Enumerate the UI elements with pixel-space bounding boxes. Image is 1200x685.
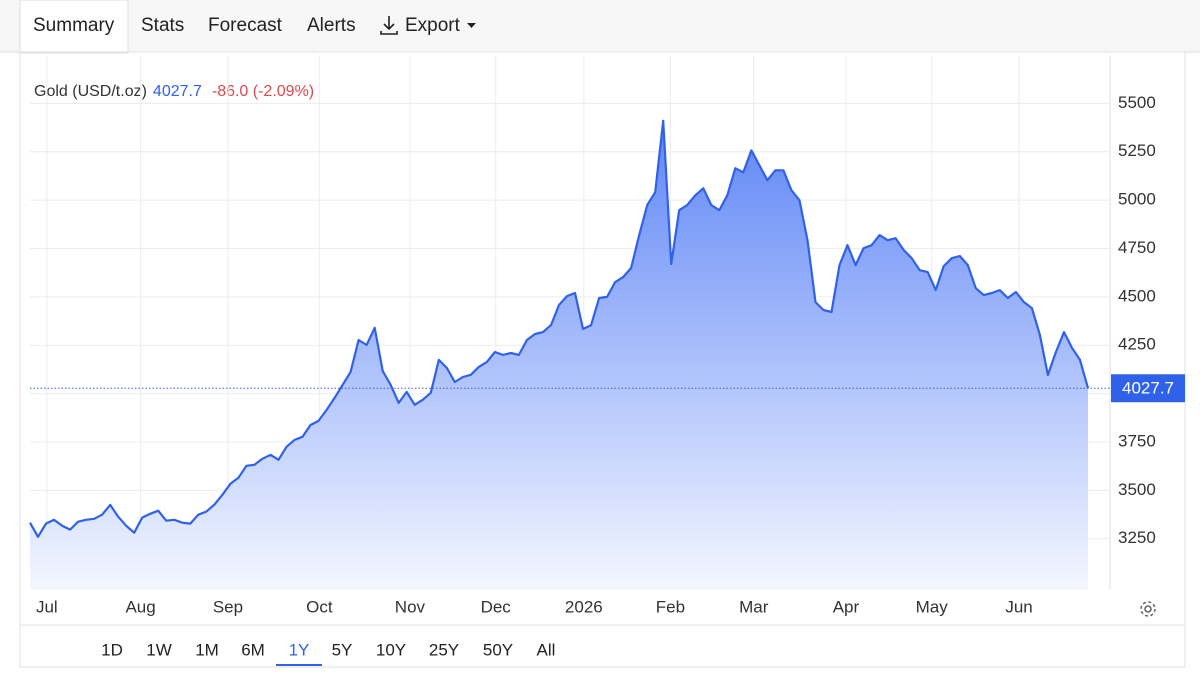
last-price-label: 4027.7 [1122, 379, 1174, 398]
price: 4027.7 [153, 83, 202, 100]
x-tick-label: Jun [1005, 597, 1032, 616]
tab[interactable]: Summary [33, 15, 115, 36]
caret [467, 23, 476, 28]
chart-title: Gold (USD/t.oz) 4027.7 -86.0 (-2.09%) [34, 83, 314, 100]
chart-card [19, 51, 1186, 668]
tab[interactable]: Stats [141, 15, 184, 36]
tab[interactable]: Forecast [208, 15, 283, 36]
y-tick-label: 5250 [1118, 141, 1156, 160]
x-tick-label: Apr [833, 597, 860, 616]
x-tick-label: Dec [481, 597, 512, 616]
change: -86.0 (-2.09%) [212, 83, 314, 100]
range-button[interactable]: 1M [195, 640, 219, 659]
y-tick-label: 3500 [1118, 480, 1156, 499]
range-button[interactable]: 1W [146, 640, 172, 659]
range-button[interactable]: 5Y [332, 640, 353, 659]
range-button[interactable]: 25Y [429, 640, 459, 659]
y-tick-label: 3750 [1118, 431, 1156, 450]
x-tick-label: Aug [125, 597, 155, 616]
range-button[interactable]: 50Y [483, 640, 513, 659]
area [30, 120, 1088, 591]
download-icon [380, 16, 398, 35]
y-tick-label: 4750 [1118, 238, 1156, 257]
tab-bar [0, 0, 1200, 52]
x-tick-label: Sep [213, 597, 243, 616]
x-tick-label: Jul [36, 597, 58, 616]
range-buttons: 1D 1W 1M 6M 1Y 5Y 10Y 25Y 50Y All [101, 640, 555, 659]
range-button[interactable]: 6M [241, 640, 265, 659]
y-tick-label: 3250 [1118, 528, 1156, 547]
range-button-active[interactable]: 1Y [289, 640, 310, 659]
x-tick-label: May [916, 597, 949, 616]
y-tick-label: 4500 [1118, 286, 1156, 305]
x-tick-label: Mar [739, 597, 769, 616]
settings-icon[interactable] [1140, 601, 1156, 617]
x-tick-label: 2026 [565, 597, 603, 616]
tab[interactable]: Export [405, 15, 461, 36]
y-tick-label: 4250 [1118, 335, 1156, 354]
x-tick-label: Nov [395, 597, 426, 616]
range-button[interactable]: All [537, 640, 556, 659]
range-button[interactable]: 10Y [376, 640, 406, 659]
y-tick-label: 5000 [1118, 190, 1156, 209]
last-price-box [1111, 374, 1185, 403]
x-tick-label: Feb [656, 597, 685, 616]
tab[interactable]: Alerts [307, 15, 356, 36]
y-tick-label: 5500 [1118, 93, 1156, 112]
x-tick-label: Oct [306, 597, 333, 616]
range-button[interactable]: 1D [101, 640, 123, 659]
line [29, 119, 1090, 538]
title: Gold (USD/t.oz) [34, 83, 147, 100]
plot [29, 55, 1110, 591]
active-tab [19, 0, 129, 54]
